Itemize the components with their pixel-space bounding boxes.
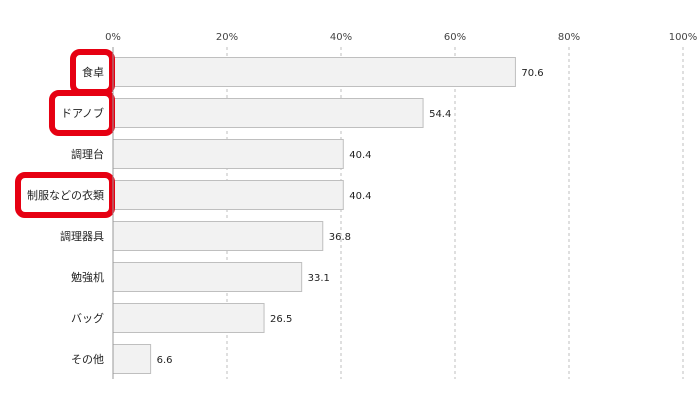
x-axis-ticks: 0% 20% 40% 60% 80% 100% xyxy=(105,32,697,43)
category-label: バッグ xyxy=(71,311,104,325)
bar xyxy=(112,303,265,333)
x-tick-label: 20% xyxy=(216,32,238,43)
x-tick-label: 60% xyxy=(444,32,466,43)
x-tick-label: 100% xyxy=(669,32,698,43)
x-tick-label: 80% xyxy=(558,32,580,43)
bars xyxy=(112,57,516,374)
value-label: 40.4 xyxy=(349,150,371,161)
category-label: 調理台 xyxy=(71,147,104,161)
category-label: 食卓 xyxy=(82,65,104,79)
category-label: その他 xyxy=(71,353,104,366)
value-label: 33.1 xyxy=(308,273,330,284)
category-label: 勉強机 xyxy=(71,270,104,284)
value-label: 40.4 xyxy=(349,191,371,202)
bar xyxy=(112,57,516,87)
highlight-box xyxy=(48,90,115,136)
bar xyxy=(112,98,424,128)
bar xyxy=(112,180,344,210)
x-tick-label: 0% xyxy=(105,32,121,43)
highlight-box xyxy=(15,172,115,218)
category-label: 制服などの衣類 xyxy=(27,188,104,202)
grid-lines xyxy=(226,47,684,379)
value-label: 54.4 xyxy=(429,109,451,120)
bar xyxy=(112,221,324,251)
value-label: 26.5 xyxy=(270,314,292,325)
category-label: ドアノブ xyxy=(61,106,104,120)
value-label: 70.6 xyxy=(521,68,543,79)
x-tick-label: 40% xyxy=(330,32,352,43)
value-labels: 70.6 54.4 40.4 40.4 36.8 33.1 26.5 6.6 xyxy=(157,68,544,366)
value-label: 6.6 xyxy=(157,355,173,366)
highlight-boxes xyxy=(15,49,115,218)
bar xyxy=(112,139,344,169)
category-label: 調理器具 xyxy=(60,229,104,243)
value-label: 36.8 xyxy=(329,232,351,243)
bar xyxy=(112,344,152,374)
bar xyxy=(112,262,303,292)
